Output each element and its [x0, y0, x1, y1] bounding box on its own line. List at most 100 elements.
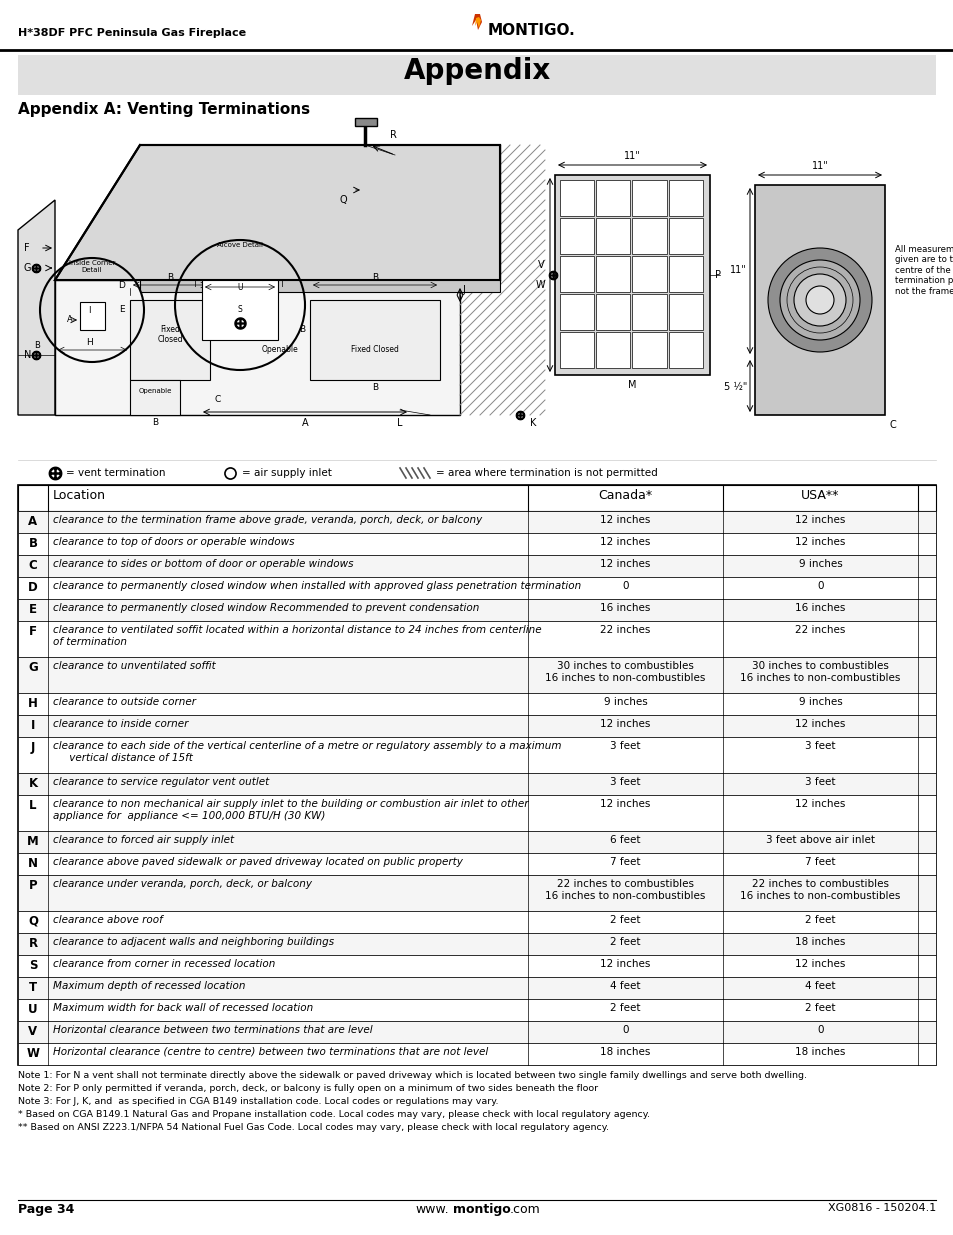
Text: Note 2: For P only permitted if veranda, porch, deck, or balcony is fully open o: Note 2: For P only permitted if veranda,…: [18, 1084, 598, 1093]
Text: Openable: Openable: [138, 388, 172, 394]
Bar: [754, 185, 884, 415]
Text: C: C: [889, 420, 896, 430]
Polygon shape: [472, 14, 481, 30]
Text: 3 feet: 3 feet: [804, 777, 835, 787]
Polygon shape: [55, 144, 499, 280]
Text: 12 inches: 12 inches: [795, 515, 844, 525]
Bar: [559, 332, 594, 368]
Bar: [130, 380, 180, 415]
Bar: [18, 831, 935, 853]
Text: S: S: [29, 960, 37, 972]
Text: Note 3: For J, K, and  as specified in CGA B149 installation code. Local codes o: Note 3: For J, K, and as specified in CG…: [18, 1097, 498, 1107]
Bar: [80, 303, 105, 330]
Text: 9 inches: 9 inches: [798, 559, 841, 569]
Bar: [559, 294, 594, 330]
Bar: [596, 256, 630, 291]
Text: K: K: [530, 417, 536, 429]
Text: clearance to top of doors or operable windows: clearance to top of doors or operable wi…: [53, 537, 294, 547]
Text: A: A: [67, 315, 72, 325]
Bar: [18, 737, 935, 773]
Text: 6 feet: 6 feet: [610, 835, 640, 845]
Text: Appendix: Appendix: [403, 57, 550, 85]
Circle shape: [780, 261, 859, 340]
Text: A: A: [301, 417, 308, 429]
Text: 0: 0: [621, 580, 628, 592]
Text: 12 inches: 12 inches: [599, 559, 650, 569]
Bar: [18, 120, 935, 459]
Text: USA**: USA**: [801, 489, 839, 501]
Bar: [596, 332, 630, 368]
Text: 22 inches to combustibles
16 inches to non-combustibles: 22 inches to combustibles 16 inches to n…: [740, 879, 900, 900]
Bar: [18, 485, 935, 511]
Text: G: G: [28, 661, 38, 674]
Bar: [140, 280, 499, 291]
Bar: [18, 56, 935, 95]
Text: 12 inches: 12 inches: [599, 719, 650, 729]
Bar: [18, 795, 935, 831]
Bar: [18, 1021, 935, 1044]
Circle shape: [767, 248, 871, 352]
Text: 12 inches: 12 inches: [599, 515, 650, 525]
Circle shape: [793, 274, 845, 326]
Bar: [596, 219, 630, 254]
Text: clearance to service regulator vent outlet: clearance to service regulator vent outl…: [53, 777, 269, 787]
Text: Canada*: Canada*: [598, 489, 652, 501]
Text: B: B: [167, 273, 172, 282]
Bar: [18, 773, 935, 795]
Text: * Based on CGA B149.1 Natural Gas and Propane installation code. Local codes may: * Based on CGA B149.1 Natural Gas and Pr…: [18, 1110, 649, 1119]
Bar: [668, 180, 702, 216]
Bar: [18, 999, 935, 1021]
Polygon shape: [18, 200, 55, 415]
Text: D: D: [118, 282, 125, 290]
Text: clearance to adjacent walls and neighboring buildings: clearance to adjacent walls and neighbor…: [53, 937, 334, 947]
Text: T: T: [193, 280, 198, 289]
Text: Q: Q: [28, 915, 38, 927]
Text: clearance to the termination frame above grade, veranda, porch, deck, or balcony: clearance to the termination frame above…: [53, 515, 482, 525]
Bar: [555, 175, 709, 375]
Text: K: K: [29, 777, 37, 790]
Bar: [559, 219, 594, 254]
Text: Note 1: For N a vent shall not terminate directly above the sidewalk or paved dr: Note 1: For N a vent shall not terminate…: [18, 1071, 806, 1079]
Text: J: J: [30, 741, 35, 755]
Text: 12 inches: 12 inches: [599, 537, 650, 547]
Circle shape: [805, 287, 833, 314]
Text: Fixed
Closed: Fixed Closed: [157, 325, 183, 345]
Text: 12 inches: 12 inches: [599, 960, 650, 969]
Text: 11": 11": [623, 151, 639, 161]
Text: B: B: [34, 341, 40, 350]
Bar: [632, 219, 666, 254]
Text: All measurements
given are to the
centre of the
termination pipe,
not the frame.: All measurements given are to the centre…: [894, 245, 953, 295]
Text: clearance under veranda, porch, deck, or balcony: clearance under veranda, porch, deck, or…: [53, 879, 312, 889]
Bar: [596, 180, 630, 216]
Bar: [55, 280, 459, 415]
Text: Q: Q: [339, 195, 347, 205]
Bar: [18, 932, 935, 955]
Bar: [559, 256, 594, 291]
Text: A: A: [29, 515, 37, 529]
Text: 4 feet: 4 feet: [610, 981, 640, 990]
Text: M: M: [627, 380, 636, 390]
Text: M: M: [27, 835, 39, 848]
Text: F: F: [29, 625, 37, 638]
Text: Maximum depth of recessed location: Maximum depth of recessed location: [53, 981, 245, 990]
Text: clearance above roof: clearance above roof: [53, 915, 163, 925]
Bar: [18, 621, 935, 657]
Bar: [632, 294, 666, 330]
Text: Openable: Openable: [261, 346, 297, 354]
Text: B: B: [298, 326, 305, 335]
Bar: [18, 657, 935, 693]
Text: clearance to outside corner: clearance to outside corner: [53, 697, 195, 706]
Text: P: P: [714, 270, 720, 280]
Bar: [18, 555, 935, 577]
Text: 0: 0: [817, 580, 822, 592]
Text: clearance to ventilated soffit located within a horizontal distance to 24 inches: clearance to ventilated soffit located w…: [53, 625, 541, 647]
Text: Horizontal clearance between two terminations that are level: Horizontal clearance between two termina…: [53, 1025, 373, 1035]
Text: 12 inches: 12 inches: [599, 799, 650, 809]
Text: R: R: [29, 937, 37, 950]
Text: 7 feet: 7 feet: [804, 857, 835, 867]
Text: S: S: [237, 305, 242, 315]
Text: 0: 0: [621, 1025, 628, 1035]
Text: 12 inches: 12 inches: [795, 799, 844, 809]
Text: = vent termination: = vent termination: [66, 468, 165, 478]
Text: C: C: [214, 395, 221, 405]
